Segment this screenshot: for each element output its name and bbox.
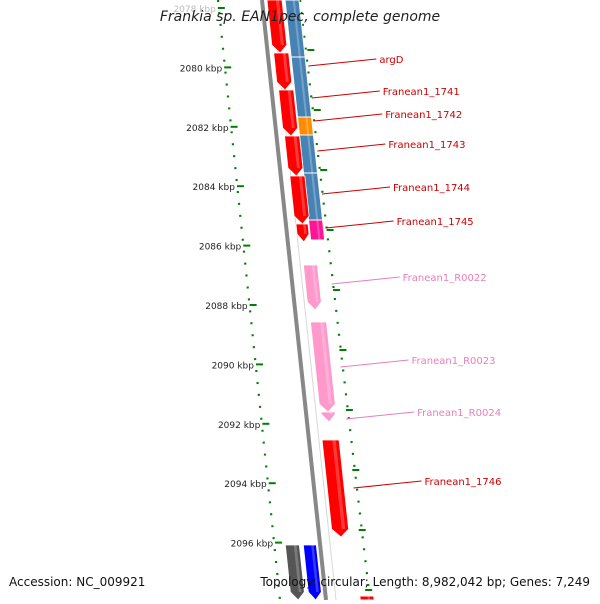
- gene-label-connector: [314, 113, 383, 122]
- cds-band-next: [359, 595, 375, 601]
- tick-ring-left: [216, 0, 282, 601]
- scale-label: 2096 kbp: [231, 540, 274, 550]
- gene-arrow-1746: [321, 439, 350, 538]
- gene-label-connector: [308, 58, 377, 67]
- gene-arrow-1742: [278, 89, 299, 137]
- gene-label-connector: [325, 220, 394, 229]
- gene-block-blue-shine: [311, 545, 319, 592]
- gene-label: Franean1_1745: [397, 217, 474, 228]
- gene-block-gray: [284, 544, 305, 601]
- gene-label: Franean1_1746: [424, 477, 501, 488]
- cds-band-1745: [307, 219, 326, 241]
- gene-arrow-1743-shine: [293, 136, 300, 168]
- gene-label: Franean1_1743: [388, 140, 465, 151]
- backbone-line: [260, 0, 328, 601]
- rna-arrow-R0023-shine: [320, 322, 333, 404]
- gene-label-connector: [317, 143, 386, 152]
- gene-label: Franean1_R0024: [417, 408, 501, 419]
- gene-label-connector: [321, 186, 391, 195]
- scale-label: 2084 kbp: [193, 183, 236, 193]
- gene-arrow-1746-shine: [332, 440, 346, 529]
- topology-text: Topology: circular; Length: 8,982,042 bp…: [260, 575, 590, 589]
- scale-label: 2092 kbp: [218, 421, 261, 431]
- rna-arrow-R0022: [302, 264, 322, 311]
- genome-title: Frankia sp. EAN1pec, complete genome: [159, 9, 441, 25]
- cds-band-1742-shine: [305, 117, 310, 135]
- gene-arrow-1745: [295, 223, 310, 243]
- gene-label: argD: [379, 55, 403, 66]
- scale-label: 2080 kbp: [180, 64, 223, 74]
- gene-arrow-argD-shine: [276, 0, 284, 45]
- gene-arrow-1744: [289, 175, 310, 225]
- cds-band-1741-shine: [298, 57, 308, 117]
- cds-band-argD-shine: [292, 0, 301, 57]
- gene-arrow-1743: [284, 135, 304, 177]
- gene-arrow-argD: [266, 0, 288, 54]
- cds-band-1745-shine: [316, 220, 321, 240]
- rna-arrow-R0024: [320, 411, 336, 423]
- gene-arrow-1745-shine: [303, 224, 307, 234]
- gene-label: Franean1_R0022: [403, 273, 487, 284]
- gene-label: Franean1_R0023: [412, 356, 496, 367]
- rna-arrow-R0024-shine: [329, 412, 333, 414]
- cds-band-1743-shine: [307, 135, 314, 173]
- cds-band-next-shine: [367, 596, 370, 600]
- accession-text: Accession: NC_009921: [9, 575, 146, 589]
- gene-label-connector: [340, 359, 409, 368]
- gene-label-connector: [311, 90, 380, 99]
- cds-band-1742: [296, 116, 315, 136]
- cds-band-1744-shine: [311, 173, 319, 220]
- gene-arrow-1744-shine: [298, 176, 307, 216]
- gene-block-gray-shine: [293, 545, 302, 592]
- gene-arrow-1742-shine: [287, 90, 295, 128]
- gene-label-connector: [331, 276, 400, 285]
- scale-label: 2090 kbp: [212, 361, 255, 371]
- gene-label: Franean1_1742: [385, 110, 462, 121]
- gene-label-connector: [353, 480, 422, 489]
- scale-label: 2088 kbp: [205, 302, 248, 312]
- gene-label: Franean1_1741: [383, 87, 460, 98]
- gene-label: Franean1_1744: [393, 183, 470, 194]
- gene-block-blue: [302, 544, 322, 601]
- rna-arrow-R0023: [310, 321, 336, 413]
- scale-label: 2078 kbp: [173, 5, 216, 15]
- gene-label-connector: [346, 411, 415, 420]
- scale-label: 2086 kbp: [199, 243, 242, 253]
- gene-arrow-1741-shine: [282, 53, 289, 82]
- scale-label: 2094 kbp: [224, 480, 267, 490]
- gene-arrow-1741: [273, 52, 293, 91]
- rna-arrow-R0022-shine: [311, 265, 319, 302]
- scale-label: 2082 kbp: [186, 124, 229, 134]
